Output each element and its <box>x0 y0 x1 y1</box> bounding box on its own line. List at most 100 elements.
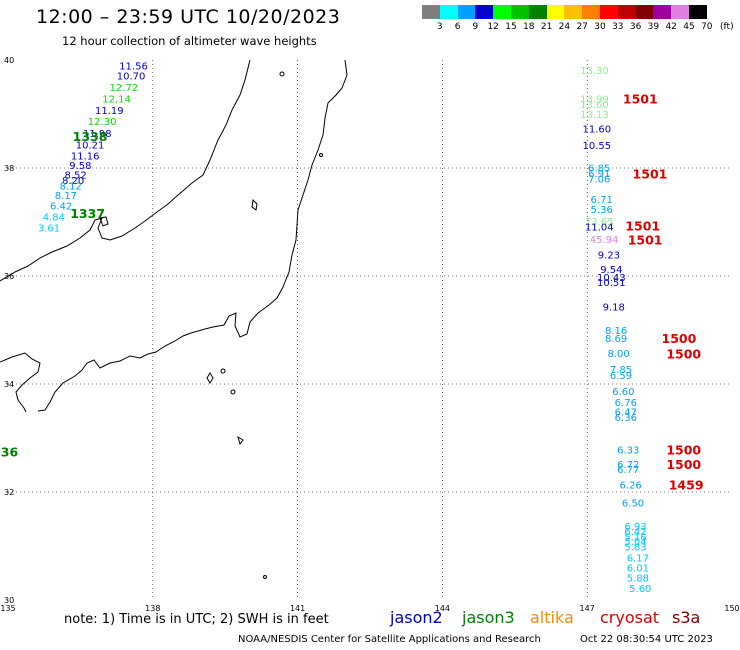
pass-number-label: 1337 <box>70 206 105 221</box>
pass-number-label: 1500 <box>666 457 701 472</box>
satellite-name: s3a <box>672 608 701 627</box>
legend-label: 21 <box>540 22 553 32</box>
wave-height-labels: 11.5610.7012.7212.1411.1912.3011.9810.21… <box>38 61 652 595</box>
legend-label: 12 <box>487 22 499 32</box>
wave-height-label: 13.65 <box>585 217 614 228</box>
legend-color-swatch <box>600 5 619 19</box>
island <box>263 575 267 579</box>
sea-of-japan-coastline <box>0 59 251 282</box>
shikoku-coastline <box>0 352 41 413</box>
wave-height-label: 6.85 <box>588 164 610 175</box>
timestamp: Oct 22 08:30:54 UTC 2023 <box>580 634 713 645</box>
wave-height-label: 11.60 <box>583 125 612 136</box>
honshu-coastline <box>37 59 348 412</box>
lat-tick-label: 32 <box>4 488 14 497</box>
wave-height-label: 5.83 <box>624 543 646 554</box>
wave-height-label: 11.04 <box>585 222 614 233</box>
wave-height-label: 6.42 <box>50 201 72 212</box>
wave-height-label: 6.42 <box>624 527 646 538</box>
legend-color-swatch <box>564 5 583 19</box>
pass-number-label: 1501 <box>633 166 668 181</box>
legend-color-swatch <box>546 5 565 19</box>
pass-number-label: 1500 <box>662 331 697 346</box>
coastline <box>0 59 348 579</box>
legend-label: 70 <box>701 22 713 32</box>
legend-color-swatch <box>511 5 530 19</box>
wave-height-label: 9.54 <box>600 265 622 276</box>
legend-color-swatch <box>422 5 441 19</box>
pass-number-label: 1501 <box>625 218 660 233</box>
legend-color-swatch <box>635 5 654 19</box>
legend-label: 36 <box>629 22 642 32</box>
legend-label: 3 <box>436 22 443 32</box>
legend-unit: (ft) <box>720 22 734 32</box>
legend-color-swatch <box>457 5 476 19</box>
wave-height-label: 12.72 <box>110 83 139 94</box>
legend-label: 6 <box>454 22 461 32</box>
lon-tick-label: 147 <box>580 604 595 613</box>
wave-height-label: 8.17 <box>55 191 77 202</box>
wave-height-label: 9.18 <box>603 302 625 313</box>
wave-height-label: 6.50 <box>622 498 644 509</box>
wave-height-label: 6.36 <box>615 413 637 424</box>
satellite-name: cryosat <box>600 608 660 627</box>
wave-height-label: 11.16 <box>71 152 100 163</box>
pass-number-label: 1501 <box>628 232 663 247</box>
wave-height-label: 11.56 <box>119 61 148 72</box>
satellite-name: altika <box>530 608 574 627</box>
footnote: note: 1) Time is in UTC; 2) SWH is in fe… <box>64 612 329 627</box>
island <box>319 153 323 157</box>
axis-tick-labels: 135 138 141 144 147 150 30 32 34 36 38 40 <box>0 56 739 613</box>
wave-height-label: 7.06 <box>588 174 610 185</box>
legend-label: 30 <box>594 22 606 32</box>
pass-number-label: 1336 <box>0 445 18 460</box>
wave-height-label: 5.04 <box>624 537 646 548</box>
legend-color-swatch <box>528 5 548 19</box>
wave-height-label: 8.12 <box>60 181 82 192</box>
wave-height-label: 10.21 <box>76 140 105 151</box>
legend-color-swatch <box>439 5 459 19</box>
wave-height-label: 6.72 <box>617 460 639 471</box>
wave-height-label: 13.13 <box>580 110 609 121</box>
legend-label: 15 <box>505 22 517 32</box>
wave-height-label: 8.16 <box>605 326 627 337</box>
wave-height-label: 5.16 <box>624 532 646 543</box>
pass-number-label: 1500 <box>666 346 701 361</box>
satellite-name: jason3 <box>462 608 515 627</box>
wave-height-label: 8.69 <box>605 334 627 345</box>
wave-height-label: 6.33 <box>617 445 639 456</box>
wave-height-label: 5.60 <box>629 584 651 595</box>
legend-color-swatch <box>475 5 494 19</box>
legend-color-swatch <box>671 5 690 19</box>
wave-height-label: 7.85 <box>610 365 632 376</box>
wave-height-label: 6.26 <box>620 481 642 492</box>
lat-tick-label: 30 <box>4 596 14 605</box>
wave-height-label: 6.76 <box>615 398 637 409</box>
wave-height-label: 4.84 <box>43 213 65 224</box>
lon-tick-label: 144 <box>435 604 450 613</box>
legend-color-swatch <box>617 5 637 19</box>
wave-height-label: 8.20 <box>62 176 84 187</box>
wave-height-label: 5.88 <box>627 573 649 584</box>
satellite-name: jason2 <box>390 608 443 627</box>
izu-island <box>206 372 214 384</box>
island <box>279 71 285 77</box>
wave-height-label: 45.94 <box>590 235 619 246</box>
legend-label: 39 <box>647 22 660 32</box>
wave-height-label: 6.71 <box>591 195 613 206</box>
wave-height-label: 11.19 <box>95 106 124 117</box>
pass-number-label: 1338 <box>73 129 108 144</box>
wave-height-label: 6.60 <box>612 387 634 398</box>
wave-height-label: 6.17 <box>627 553 649 564</box>
wave-height-label: 3.61 <box>38 223 60 234</box>
legend-label: 33 <box>612 22 624 32</box>
wave-height-label: 12.14 <box>102 94 131 105</box>
wave-height-label: 11.98 <box>83 129 112 140</box>
lat-tick-label: 38 <box>4 164 14 173</box>
island <box>230 389 236 395</box>
legend-color-swatch <box>653 5 672 19</box>
pass-number-label: 1501 <box>623 91 658 106</box>
legend-label: 9 <box>472 22 479 32</box>
graticule <box>8 60 732 600</box>
